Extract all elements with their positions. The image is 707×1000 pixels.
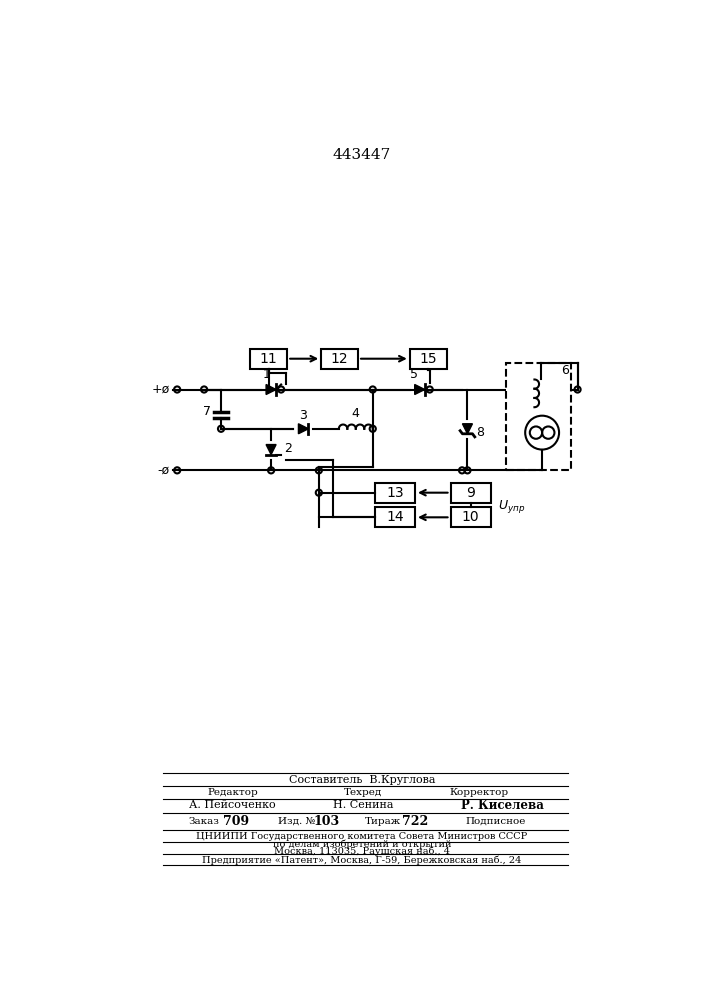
Polygon shape <box>462 424 472 434</box>
Bar <box>450 507 491 527</box>
Text: 1: 1 <box>262 368 270 381</box>
Text: Составитель  В.Круглова: Составитель В.Круглова <box>288 775 436 785</box>
Text: Редактор: Редактор <box>207 788 258 797</box>
Text: Р. Киселева: Р. Киселева <box>461 799 544 812</box>
Text: 15: 15 <box>419 352 437 366</box>
Text: 5: 5 <box>409 368 418 381</box>
Text: 722: 722 <box>402 815 428 828</box>
Text: А. Пейсоченко: А. Пейсоченко <box>189 800 276 810</box>
Text: 2: 2 <box>284 442 292 455</box>
Text: +ø: +ø <box>151 383 170 396</box>
Text: 13: 13 <box>386 486 404 500</box>
Bar <box>250 349 287 369</box>
Text: 709: 709 <box>223 815 250 828</box>
Text: 6: 6 <box>561 364 569 377</box>
Text: Н. Сенина: Н. Сенина <box>333 800 394 810</box>
Bar <box>375 483 415 503</box>
Text: Изд. №: Изд. № <box>278 817 315 826</box>
Text: по делам изобретений и открытий: по делам изобретений и открытий <box>273 839 451 849</box>
Text: 103: 103 <box>313 815 339 828</box>
Text: 12: 12 <box>331 352 349 366</box>
Text: ЦНИИПИ Государственного комитета Совета Министров СССР: ЦНИИПИ Государственного комитета Совета … <box>197 832 527 841</box>
Text: 9: 9 <box>466 486 475 500</box>
Text: 7: 7 <box>203 405 211 418</box>
Text: Заказ: Заказ <box>189 817 220 826</box>
Polygon shape <box>298 424 308 434</box>
Bar <box>450 483 491 503</box>
Text: 8: 8 <box>476 426 484 439</box>
Bar <box>506 363 571 470</box>
Bar <box>321 349 358 369</box>
Text: Корректор: Корректор <box>450 788 508 797</box>
Text: Москва, 113035, Раушская наб., 4: Москва, 113035, Раушская наб., 4 <box>274 847 450 856</box>
Bar <box>375 507 415 527</box>
Polygon shape <box>266 445 276 455</box>
Polygon shape <box>415 384 425 395</box>
Text: 10: 10 <box>462 510 479 524</box>
Text: 3: 3 <box>300 409 308 422</box>
Text: 11: 11 <box>260 352 278 366</box>
Text: Подписное: Подписное <box>466 817 526 826</box>
Text: Предприятие «Патент», Москва, Г-59, Бережковская наб., 24: Предприятие «Патент», Москва, Г-59, Бере… <box>202 856 522 865</box>
Text: -ø: -ø <box>158 464 170 477</box>
Bar <box>409 349 447 369</box>
Polygon shape <box>266 384 276 395</box>
Text: 443447: 443447 <box>333 148 391 162</box>
Text: Техред: Техред <box>344 788 382 797</box>
Text: $U_{упр}$: $U_{упр}$ <box>498 498 525 515</box>
Text: 4: 4 <box>352 407 360 420</box>
Text: Тираж: Тираж <box>365 817 401 826</box>
Text: 14: 14 <box>386 510 404 524</box>
